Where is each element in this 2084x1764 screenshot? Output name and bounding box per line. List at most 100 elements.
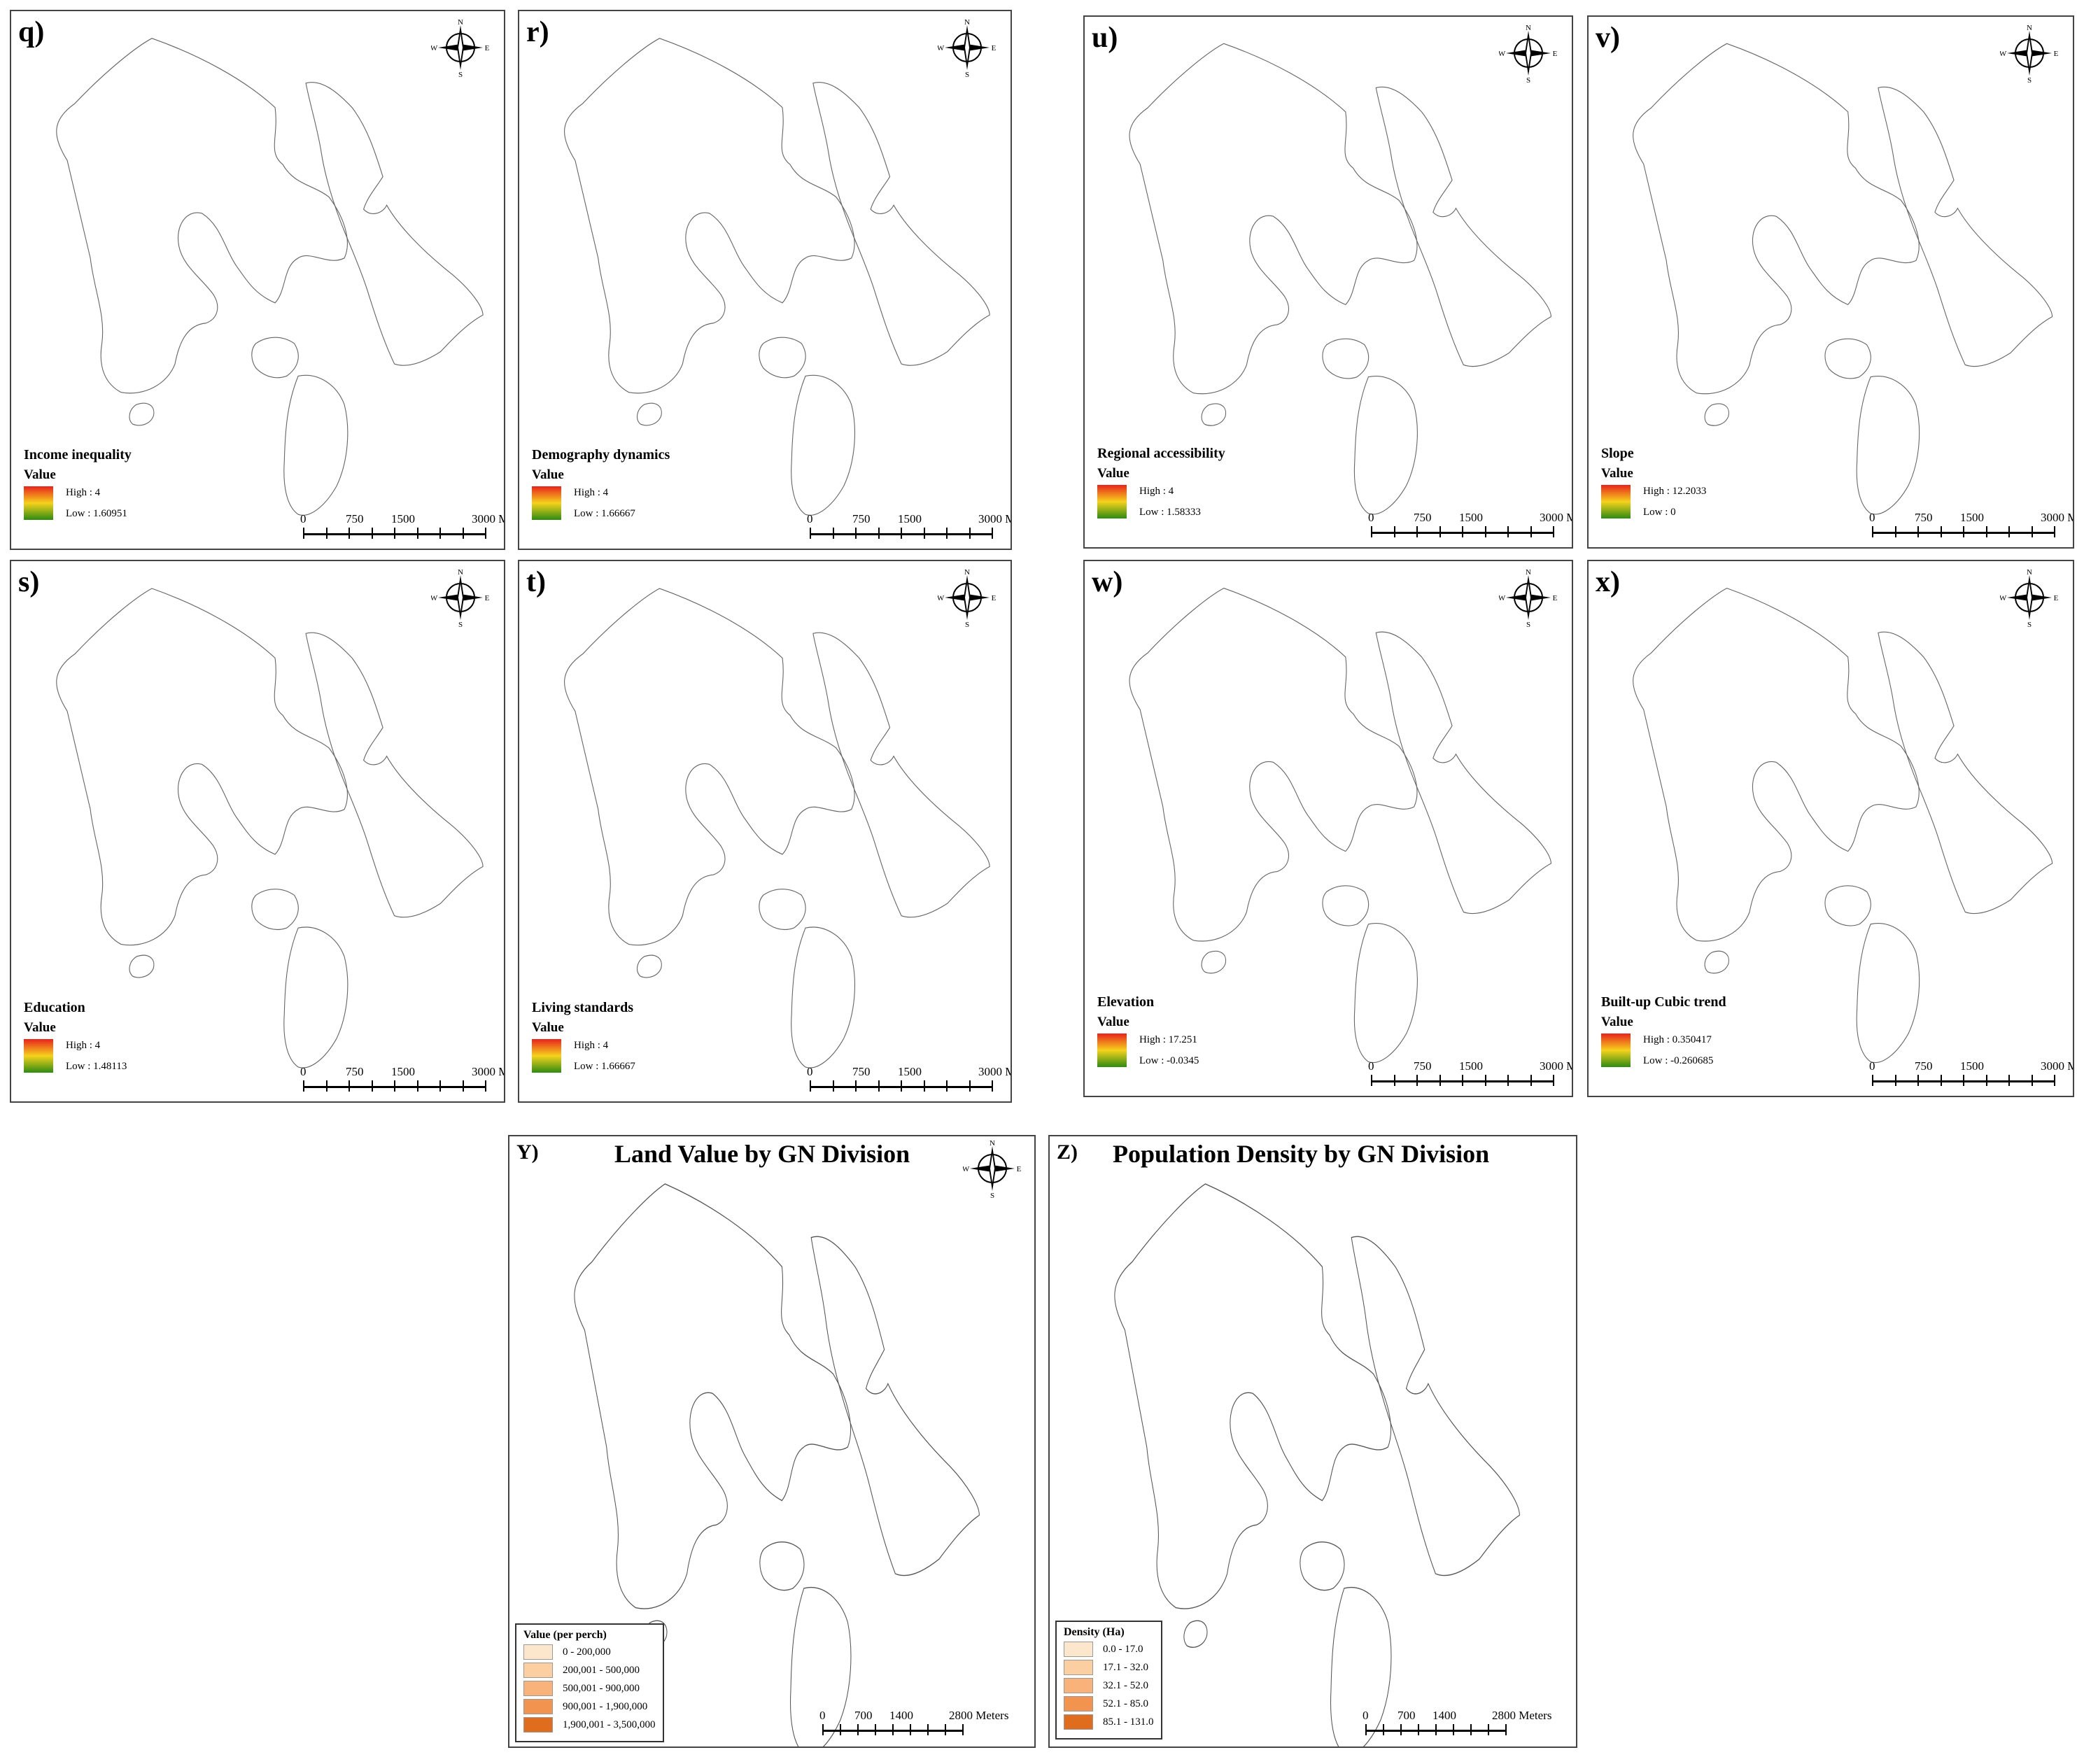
panel-s-label: s) <box>18 566 40 598</box>
legend-class-label: 85.1 - 131.0 <box>1103 1716 1154 1728</box>
scale-label: 0 <box>807 1065 813 1078</box>
scale-label: 2800 Meters <box>1492 1709 1552 1722</box>
legend-class-row: 0 - 200,000 <box>523 1644 656 1660</box>
compass-icon: N S E W <box>962 1139 1022 1200</box>
panel-v-scale-bar: 0 750 1500 3000 Meters <box>1869 511 2073 540</box>
scale-label: 3000 Meters <box>2041 1059 2073 1073</box>
panel-s-education: s) N S E W Education Value High : 4 Low :… <box>10 560 505 1103</box>
legend-class-label: 0.0 - 17.0 <box>1103 1643 1143 1655</box>
svg-text:W: W <box>2000 50 2007 58</box>
legend-high: High : 4 <box>574 1039 609 1051</box>
color-ramp <box>532 486 561 520</box>
scale-label: 3000 Meters <box>978 1065 1011 1078</box>
panel-y-label: Y) <box>516 1141 539 1164</box>
scale-label: 0 <box>807 512 813 525</box>
svg-text:E: E <box>1553 50 1558 58</box>
legend-class-label: 17.1 - 32.0 <box>1103 1661 1148 1673</box>
scale-label: 3000 Meters <box>1540 1059 1572 1073</box>
legend-value-label: Value <box>532 1020 564 1035</box>
scale-label: 3000 Meters <box>1540 511 1572 524</box>
legend-class-label: 32.1 - 52.0 <box>1103 1679 1148 1691</box>
legend-title: Slope <box>1601 446 1634 461</box>
panel-u-regional-accessibility: u) N S E W Regional accessibility Value … <box>1083 15 1573 549</box>
panel-y-class-list: 0 - 200,000 200,001 - 500,000 500,001 - 90… <box>523 1644 656 1733</box>
scale-label: 1500 <box>898 512 922 525</box>
scale-label: 0 <box>300 512 307 525</box>
panel-x-built-up-cubic-trend: x) N S E W Built-up Cubic trend Value Hi… <box>1587 560 2074 1097</box>
svg-text:E: E <box>2054 594 2059 602</box>
legend-low: Low : 0 <box>1643 506 1676 518</box>
svg-text:N: N <box>964 568 970 577</box>
scale-label: 0 <box>1368 511 1374 524</box>
legend-class-label: 200,001 - 500,000 <box>563 1664 640 1676</box>
svg-text:S: S <box>458 621 463 627</box>
legend-low: Low : 1.48113 <box>66 1060 127 1072</box>
legend-class-row: 200,001 - 500,000 <box>523 1663 656 1678</box>
svg-text:W: W <box>938 594 945 602</box>
svg-text:S: S <box>965 621 969 627</box>
scale-label: 0 <box>1869 511 1875 524</box>
svg-text:E: E <box>992 594 997 602</box>
panel-u-legend: Regional accessibility Value High : 4 Low… <box>1097 445 1225 518</box>
legend-swatch <box>523 1717 553 1733</box>
compass-icon: N S E W <box>937 18 997 79</box>
panel-v-slope: v) N S E W Slope Value High : 12.2033 Low… <box>1587 15 2074 549</box>
legend-title: Built-up Cubic trend <box>1601 994 1726 1010</box>
scale-label: 3000 Meters <box>472 512 504 525</box>
legend-title: Demography dynamics <box>532 447 670 463</box>
color-ramp <box>1601 1033 1631 1067</box>
compass-icon: N S E W <box>1498 568 1558 629</box>
panel-u-scale-bar: 0 750 1500 3000 Meters <box>1368 511 1572 540</box>
panel-r-scale-bar: 0 750 1500 3000 Meters <box>807 512 1011 542</box>
color-ramp <box>1097 484 1127 518</box>
panel-r-legend: Demography dynamics Value High : 4 Low : … <box>532 446 670 520</box>
svg-text:S: S <box>1526 76 1530 83</box>
compass-icon: N S E W <box>1999 24 2059 85</box>
panel-s-legend: Education Value High : 4 Low : 1.48113 <box>24 999 127 1073</box>
legend-class-row: 500,001 - 900,000 <box>523 1681 656 1696</box>
svg-text:N: N <box>990 1139 995 1148</box>
panel-q-legend: Income inequality Value High : 4 Low : 1.… <box>24 446 132 520</box>
svg-text:S: S <box>2027 621 2032 627</box>
panel-t-label: t) <box>526 566 546 598</box>
panel-r-label: r) <box>526 16 549 48</box>
legend-low: Low : 1.66667 <box>574 507 635 519</box>
legend-high: High : 4 <box>1139 485 1174 497</box>
legend-class-row: 0.0 - 17.0 <box>1064 1642 1154 1657</box>
scale-label: 2800 Meters <box>949 1709 1009 1722</box>
panel-w-map <box>1129 588 1551 1064</box>
legend-swatch <box>1064 1714 1093 1730</box>
panel-q-label: q) <box>18 16 45 48</box>
scale-label: 0 <box>300 1065 307 1078</box>
panel-w-scale-bar: 0 750 1500 3000 Meters <box>1368 1059 1572 1089</box>
panel-r-map <box>563 38 990 516</box>
panel-q-income-inequality: q) N S E W Income inequality Value High … <box>10 10 505 550</box>
legend-high: High : 0.350417 <box>1643 1033 1712 1045</box>
legend-title: Living standards <box>532 1000 634 1015</box>
legend-title: Income inequality <box>24 447 132 463</box>
svg-text:N: N <box>1526 568 1531 577</box>
scale-label: 1500 <box>1459 1059 1483 1073</box>
svg-text:N: N <box>964 18 970 27</box>
panel-w-label: w) <box>1092 566 1123 598</box>
panel-q-map <box>56 38 484 516</box>
svg-text:E: E <box>485 44 490 52</box>
panel-t-legend: Living standards Value High : 4 Low : 1.6… <box>532 999 635 1073</box>
panel-t-map <box>563 588 990 1068</box>
panel-t-living-standards: t) N S E W Living standards Value High :… <box>518 560 1012 1103</box>
panel-z-legend: Density (Ha) 0.0 - 17.0 17.1 - 32.0 32.1 -… <box>1055 1621 1162 1740</box>
legend-swatch <box>523 1681 553 1696</box>
scale-label: 750 <box>346 1065 364 1078</box>
legend-swatch <box>523 1663 553 1678</box>
legend-value-label: Value <box>1097 466 1129 481</box>
color-ramp <box>1601 484 1631 518</box>
svg-text:N: N <box>458 568 463 577</box>
legend-high: High : 17.251 <box>1139 1033 1197 1045</box>
legend-low: Low : 1.66667 <box>574 1060 635 1072</box>
scale-label: 700 <box>854 1709 873 1722</box>
color-ramp <box>24 1038 53 1073</box>
compass-icon: N S E W <box>1498 24 1558 85</box>
scale-label: 3000 Meters <box>978 512 1011 525</box>
panel-y-land-value: Y) Land Value by GN Division N S E W Val… <box>508 1135 1036 1748</box>
legend-title: Education <box>24 1000 85 1015</box>
